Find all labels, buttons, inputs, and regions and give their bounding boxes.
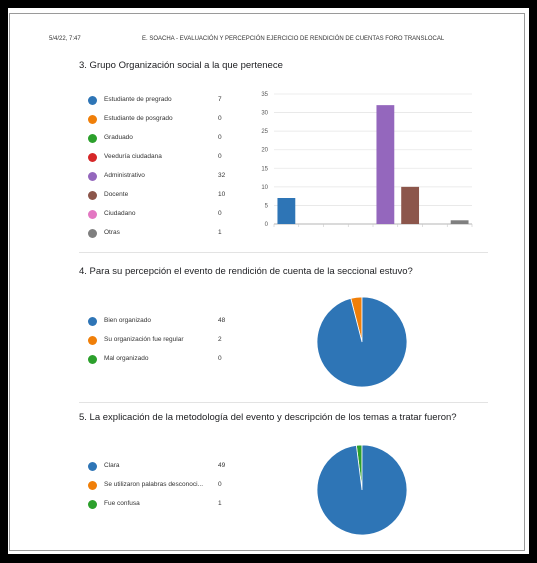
legend-label: Fue confusa [104,500,140,507]
legend-item: Bien organizado 48 [88,316,248,328]
question-5-title: 5. La explicación de la metodología del … [79,412,457,423]
y-tick-label: 10 [261,185,268,191]
legend-label: Estudiante de pregrado [104,96,172,103]
legend-item: Docente 10 [88,190,248,202]
legend-item: Estudiante de posgrado 0 [88,114,248,126]
legend-swatch [88,210,97,219]
y-tick-label: 20 [261,148,268,154]
question-4-title: 4. Para su percepción el evento de rendi… [79,266,413,277]
bar-7 [450,220,469,224]
bar-5 [401,186,420,224]
legend-swatch [88,115,97,124]
legend-item: Estudiante de pregrado 7 [88,95,248,107]
legend-label: Administrativo [104,172,145,179]
legend-item: Clara 49 [88,461,248,473]
y-tick-label: 5 [265,203,269,209]
legend-label: Mal organizado [104,355,149,362]
legend-item: Ciudadano 0 [88,209,248,221]
question-3-title: 3. Grupo Organización social a la que pe… [79,60,283,71]
legend-swatch [88,462,97,471]
legend-count: 2 [218,336,222,343]
legend-item: Se utilizaron palabras desconoci... 0 [88,480,248,492]
y-tick-label: 0 [265,222,269,228]
y-tick-label: 30 [261,111,268,117]
section-divider [79,402,488,403]
legend-item: Fue confusa 1 [88,499,248,511]
legend-label: Su organización fue regular [104,336,184,343]
legend-label: Estudiante de posgrado [104,115,173,122]
legend-count: 0 [218,153,222,160]
legend-swatch [88,500,97,509]
legend-swatch [88,134,97,143]
legend-count: 49 [218,462,226,469]
legend-item: Su organización fue regular 2 [88,335,248,347]
legend-count: 32 [218,172,226,179]
legend-label: Graduado [104,134,133,141]
legend-swatch [88,96,97,105]
legend-label: Veeduría ciudadana [104,153,162,160]
legend-label: Ciudadano [104,210,136,217]
pie-slice-2 [316,444,408,536]
print-date: 5/4/22, 7:47 [49,36,81,42]
bar-0 [277,198,296,224]
legend-count: 0 [218,134,222,141]
pie-slice-2 [316,296,408,388]
legend-count: 48 [218,317,226,324]
legend-swatch [88,336,97,345]
legend-label: Se utilizaron palabras desconoci... [104,481,204,488]
legend-item: Graduado 0 [88,133,248,145]
legend-swatch [88,481,97,490]
legend-count: 7 [218,96,222,103]
legend-label: Docente [104,191,129,198]
y-tick-label: 35 [261,92,268,98]
legend-swatch [88,153,97,162]
legend-swatch [88,355,97,364]
section-divider [79,252,488,253]
legend-count: 0 [218,355,222,362]
legend-count: 1 [218,500,222,507]
legend-item: Otras 1 [88,228,248,240]
legend-count: 1 [218,229,222,236]
legend-swatch [88,172,97,181]
legend-label: Bien organizado [104,317,151,324]
question-3-bar-chart: 0 5 10 15 20 25 30 35 [261,92,473,228]
question-5-pie-chart [316,444,408,536]
legend-count: 0 [218,481,222,488]
bar-4 [376,105,395,224]
print-title: E. SOACHA - EVALUACIÓN Y PERCEPCIÓN EJER… [142,36,445,42]
question-4-pie-chart [316,296,408,388]
legend-item: Mal organizado 0 [88,354,248,366]
legend-swatch [88,191,97,200]
y-tick-label: 25 [261,129,268,135]
legend-count: 0 [218,210,222,217]
y-tick-label: 15 [261,166,268,172]
legend-count: 0 [218,115,222,122]
legend-swatch [88,317,97,326]
legend-item: Administrativo 32 [88,171,248,183]
legend-swatch [88,229,97,238]
legend-item: Veeduría ciudadana 0 [88,152,248,164]
legend-count: 10 [218,191,226,198]
legend-label: Clara [104,462,120,469]
legend-label: Otras [104,229,120,236]
